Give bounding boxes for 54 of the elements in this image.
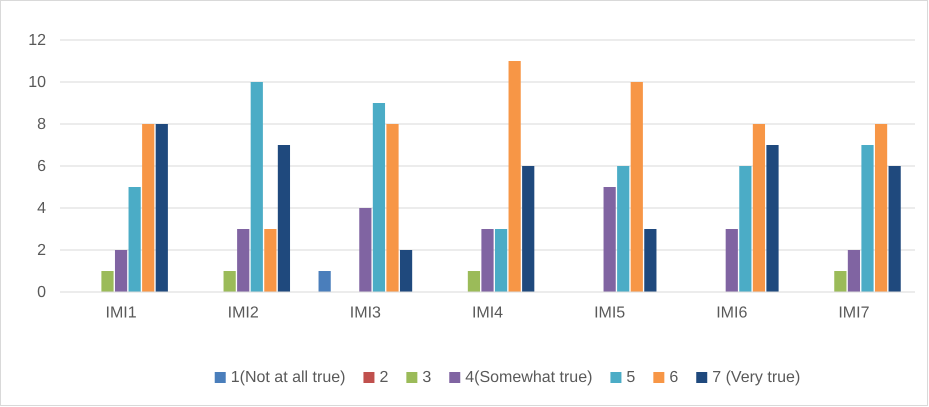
bar (630, 82, 643, 292)
bar (874, 124, 888, 292)
y-tick-label: 10 (28, 74, 46, 92)
bar (752, 124, 766, 292)
bar (114, 250, 128, 292)
bar (604, 187, 616, 292)
bar (739, 166, 752, 292)
bar (237, 229, 250, 292)
y-tick-label: 12 (28, 32, 46, 50)
bar (644, 229, 656, 292)
bar (766, 145, 779, 292)
bar (101, 271, 114, 292)
bar (617, 166, 630, 292)
x-tick-label: IMI6 (716, 304, 748, 322)
bar (318, 271, 331, 292)
bar (848, 250, 860, 292)
bar (834, 271, 846, 292)
bar (508, 61, 521, 292)
bar (386, 124, 399, 292)
bar (400, 250, 412, 292)
x-tick-label: IMI2 (228, 304, 259, 322)
y-tick-label: 0 (37, 284, 46, 302)
legend-label: 7 (Very true) (712, 369, 800, 386)
bar (224, 271, 236, 292)
bar (481, 229, 494, 292)
legend-label: 3 (422, 369, 432, 386)
x-tick-label: IMI3 (350, 304, 382, 322)
y-tick-label: 8 (37, 116, 46, 134)
x-tick-label: IMI4 (472, 304, 504, 322)
bar (372, 103, 386, 292)
x-tick-label: IMI1 (106, 304, 137, 322)
bar (156, 124, 168, 292)
bar (522, 166, 534, 292)
bar (250, 82, 263, 292)
bar (264, 229, 276, 292)
bar (861, 145, 874, 292)
bar (494, 229, 508, 292)
y-tick-label: 4 (37, 200, 46, 218)
legend-label: 1(Not at all true) (230, 369, 346, 386)
x-tick-label: IMI7 (838, 304, 870, 322)
bar (142, 124, 154, 292)
legend-label: 2 (379, 369, 388, 386)
y-tick-label: 6 (37, 158, 46, 176)
bar (278, 145, 290, 292)
x-tick-label: IMI5 (594, 304, 626, 322)
bar (359, 208, 372, 292)
bar (726, 229, 738, 292)
legend-label: 6 (669, 369, 678, 386)
legend-label: 5 (626, 369, 636, 386)
bar (888, 166, 901, 292)
legend-label: 4(Somewhat true) (465, 369, 592, 386)
y-tick-label: 2 (37, 242, 46, 260)
bar (128, 187, 141, 292)
bar (468, 271, 480, 292)
